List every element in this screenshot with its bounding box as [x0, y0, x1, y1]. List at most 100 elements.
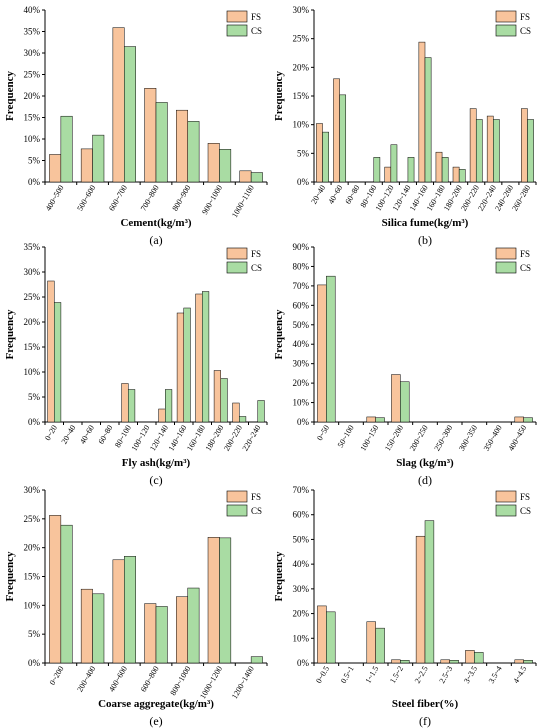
- y-tick-label: 20%: [24, 91, 41, 101]
- bar-fs: [316, 123, 323, 183]
- legend-label-cs: CS: [251, 26, 262, 36]
- bar-cs: [92, 593, 105, 664]
- legend-label-cs: CS: [251, 506, 262, 516]
- bar-fs: [112, 27, 125, 183]
- bar-cs: [400, 660, 410, 664]
- bar-cs: [407, 157, 415, 183]
- x-tick-label: 4~4.5: [511, 665, 528, 685]
- bar-fs: [440, 659, 450, 664]
- y-tick-label: 10%: [293, 398, 310, 408]
- y-tick-label: 15%: [24, 342, 41, 352]
- x-tick-label: 1200~1400: [230, 665, 256, 701]
- x-axis-label: Coarse aggregate(kg/m³): [98, 698, 214, 710]
- legend-label-fs: FS: [251, 12, 261, 22]
- y-tick-label: 30%: [24, 485, 41, 495]
- bar-fs: [232, 402, 240, 423]
- y-tick-label: 30%: [293, 584, 310, 594]
- x-tick-label: 1.5~2: [388, 665, 405, 685]
- bar-cs: [390, 144, 398, 183]
- bar-fs: [112, 559, 125, 664]
- bar-fs: [80, 588, 93, 664]
- bar-cs: [400, 381, 410, 423]
- bar-fs: [317, 284, 327, 423]
- y-tick-label: 0%: [28, 658, 41, 668]
- bar-cs: [474, 652, 484, 664]
- y-tick-label: 30%: [24, 267, 41, 277]
- bar-cs: [441, 157, 449, 183]
- bar-fs: [366, 416, 376, 423]
- chart-panel-a: 0% 5% 10% 15% 20% 25% 30% 35% 40% Frequency 400~50…: [4, 5, 268, 247]
- bar-cs: [60, 524, 73, 664]
- x-tick-label: 350~400: [482, 424, 504, 453]
- x-tick-label: 300~350: [457, 424, 479, 453]
- x-tick-label: 700~800: [139, 184, 161, 213]
- legend-swatch-cs: [495, 261, 517, 274]
- y-tick-label: 70%: [293, 485, 310, 495]
- y-tick-label: 20%: [24, 317, 41, 327]
- x-axis-label: Cement(kg/m³): [120, 217, 191, 229]
- bar-fs: [176, 109, 188, 183]
- legend-swatch-cs: [226, 261, 248, 274]
- panel-label: (c): [149, 473, 162, 487]
- bar-cs: [458, 169, 466, 183]
- legend-swatch-fs: [226, 490, 248, 503]
- x-tick-label: 3~3.5: [462, 665, 479, 685]
- bar-cs: [523, 417, 533, 423]
- bar-fs: [333, 78, 340, 183]
- bar-cs: [257, 400, 265, 423]
- bar-cs: [124, 556, 136, 664]
- x-tick-label: 600~800: [139, 665, 161, 694]
- bar-cs: [322, 131, 329, 183]
- bar-cs: [165, 389, 173, 423]
- bar-cs: [187, 121, 200, 183]
- x-tick-label: 150~200: [383, 424, 405, 453]
- x-tick-label: 40~60: [326, 184, 344, 206]
- bar-cs: [326, 275, 336, 423]
- y-tick-label: 0%: [297, 177, 310, 187]
- bar-fs: [195, 293, 203, 423]
- bar-cs: [219, 149, 232, 183]
- y-tick-label: 25%: [293, 34, 310, 44]
- y-tick-label: 40%: [24, 5, 41, 15]
- bar-fs: [176, 312, 184, 423]
- y-tick-label: 60%: [293, 300, 310, 310]
- y-tick-label: 10%: [24, 600, 41, 610]
- x-axis-label: Fly ash(kg/m³): [122, 457, 191, 469]
- x-tick-label: 800~1000: [168, 665, 192, 697]
- y-tick-label: 25%: [24, 70, 41, 80]
- bar-fs: [239, 170, 252, 183]
- y-tick-label: 30%: [293, 5, 310, 15]
- bar-cs: [183, 307, 191, 423]
- bar-fs: [366, 621, 376, 664]
- bar-cs: [92, 134, 105, 183]
- legend-swatch-fs: [495, 10, 517, 23]
- bar-cs: [523, 660, 533, 664]
- x-tick-label: 1~1.5: [363, 665, 380, 685]
- bar-fs: [207, 537, 220, 664]
- bar-fs: [465, 650, 475, 664]
- y-tick-label: 5%: [28, 392, 41, 402]
- legend-label-fs: FS: [520, 249, 530, 259]
- x-tick-label: 400~500: [44, 184, 66, 213]
- y-tick-label: 0%: [28, 417, 41, 427]
- y-tick-label: 5%: [297, 148, 310, 158]
- legend-label-fs: FS: [520, 12, 530, 22]
- legend-swatch-fs: [495, 247, 517, 260]
- x-tick-label: 20~40: [60, 424, 78, 446]
- x-tick-label: 40~60: [78, 424, 96, 446]
- legend: FS CS: [495, 247, 531, 274]
- y-tick-label: 20%: [293, 609, 310, 619]
- x-tick-label: 600~700: [107, 184, 129, 213]
- x-tick-label: 0~0.5: [314, 665, 331, 685]
- bar-fs: [47, 280, 55, 423]
- x-tick-label: 220~240: [241, 424, 263, 453]
- y-tick-label: 60%: [293, 510, 310, 520]
- bar-fs: [213, 370, 221, 423]
- bar-cs: [375, 417, 385, 423]
- legend-swatch-cs: [495, 24, 517, 37]
- x-tick-label: 3.5~4: [487, 665, 504, 685]
- legend-swatch-cs: [226, 24, 248, 37]
- panel-label: (a): [149, 233, 162, 247]
- y-tick-label: 0%: [28, 177, 41, 187]
